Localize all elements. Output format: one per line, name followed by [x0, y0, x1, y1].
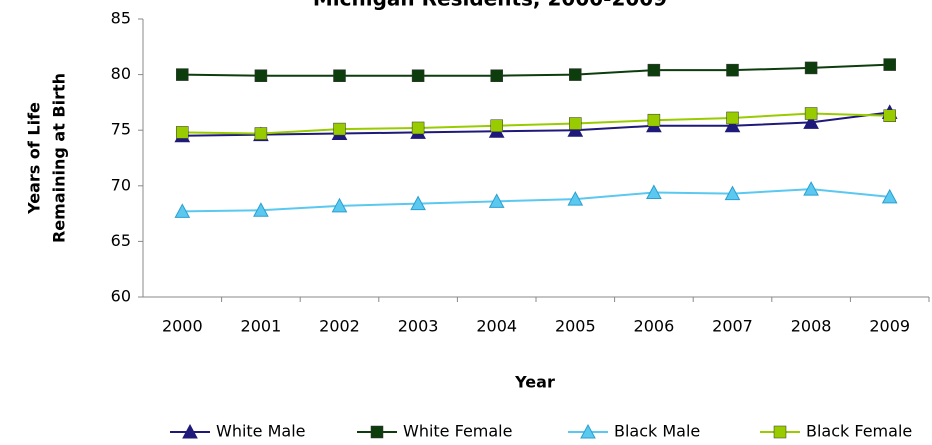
data-point — [647, 113, 661, 127]
data-point — [411, 69, 425, 82]
series-line — [182, 63, 890, 77]
data-point — [881, 188, 898, 204]
x-tick-label: 2006 — [634, 317, 675, 336]
x-tick-label: 2000 — [162, 317, 203, 336]
x-axis-label: Year — [514, 373, 555, 392]
y-axis-label: Remaining at Birth — [50, 73, 69, 243]
x-tick-label: 2007 — [712, 317, 753, 336]
data-point — [724, 117, 741, 133]
legend-marker — [580, 423, 596, 439]
data-point — [333, 122, 346, 136]
data-point — [803, 181, 819, 196]
data-point — [253, 202, 269, 217]
legend-label: Black Female — [806, 422, 912, 441]
y-axis-label: Years of Life — [25, 102, 44, 215]
y-tick-label: 60 — [111, 287, 131, 306]
data-point — [174, 203, 191, 218]
legend-marker — [182, 423, 198, 439]
y-tick-label: 65 — [111, 231, 131, 250]
data-point — [411, 121, 425, 135]
data-point — [726, 111, 739, 125]
y-tick-label: 80 — [111, 64, 131, 83]
x-tick-label: 2004 — [476, 317, 517, 336]
data-point — [726, 63, 739, 77]
data-point — [569, 117, 582, 130]
data-point — [490, 119, 503, 133]
data-point — [804, 107, 818, 120]
data-point — [254, 69, 268, 82]
y-tick-label: 85 — [111, 9, 131, 28]
data-point — [803, 114, 819, 129]
legend-label: Black Male — [614, 422, 700, 441]
x-tick-label: 2008 — [791, 317, 832, 336]
y-tick-label: 70 — [111, 175, 131, 194]
data-point — [176, 68, 189, 81]
legend-marker — [773, 425, 787, 439]
data-point — [254, 127, 268, 140]
legend-label: White Female — [403, 422, 512, 441]
series-line — [182, 111, 890, 137]
data-point — [804, 61, 818, 75]
data-point — [410, 195, 426, 211]
data-point — [333, 69, 346, 82]
chart-title: Michigan Residents, 2000-2009 — [313, 0, 667, 11]
x-tick-label: 2002 — [319, 317, 360, 336]
data-point — [331, 197, 348, 213]
data-point — [724, 185, 741, 201]
y-tick-label: 75 — [111, 120, 131, 139]
data-point — [176, 126, 189, 139]
data-point — [488, 193, 505, 208]
x-tick-label: 2003 — [398, 317, 439, 336]
legend-label: White Male — [216, 422, 306, 441]
data-point — [646, 184, 662, 199]
x-tick-label: 2009 — [869, 317, 910, 336]
legend-marker — [370, 425, 384, 439]
x-tick-label: 2005 — [555, 317, 596, 336]
data-point — [569, 68, 582, 81]
series-line — [182, 112, 890, 135]
data-point — [647, 63, 661, 77]
series-line — [182, 188, 890, 213]
data-point — [490, 69, 503, 82]
data-point — [883, 109, 896, 122]
data-point — [883, 58, 896, 71]
data-point — [567, 191, 584, 206]
x-tick-label: 2001 — [241, 317, 282, 336]
